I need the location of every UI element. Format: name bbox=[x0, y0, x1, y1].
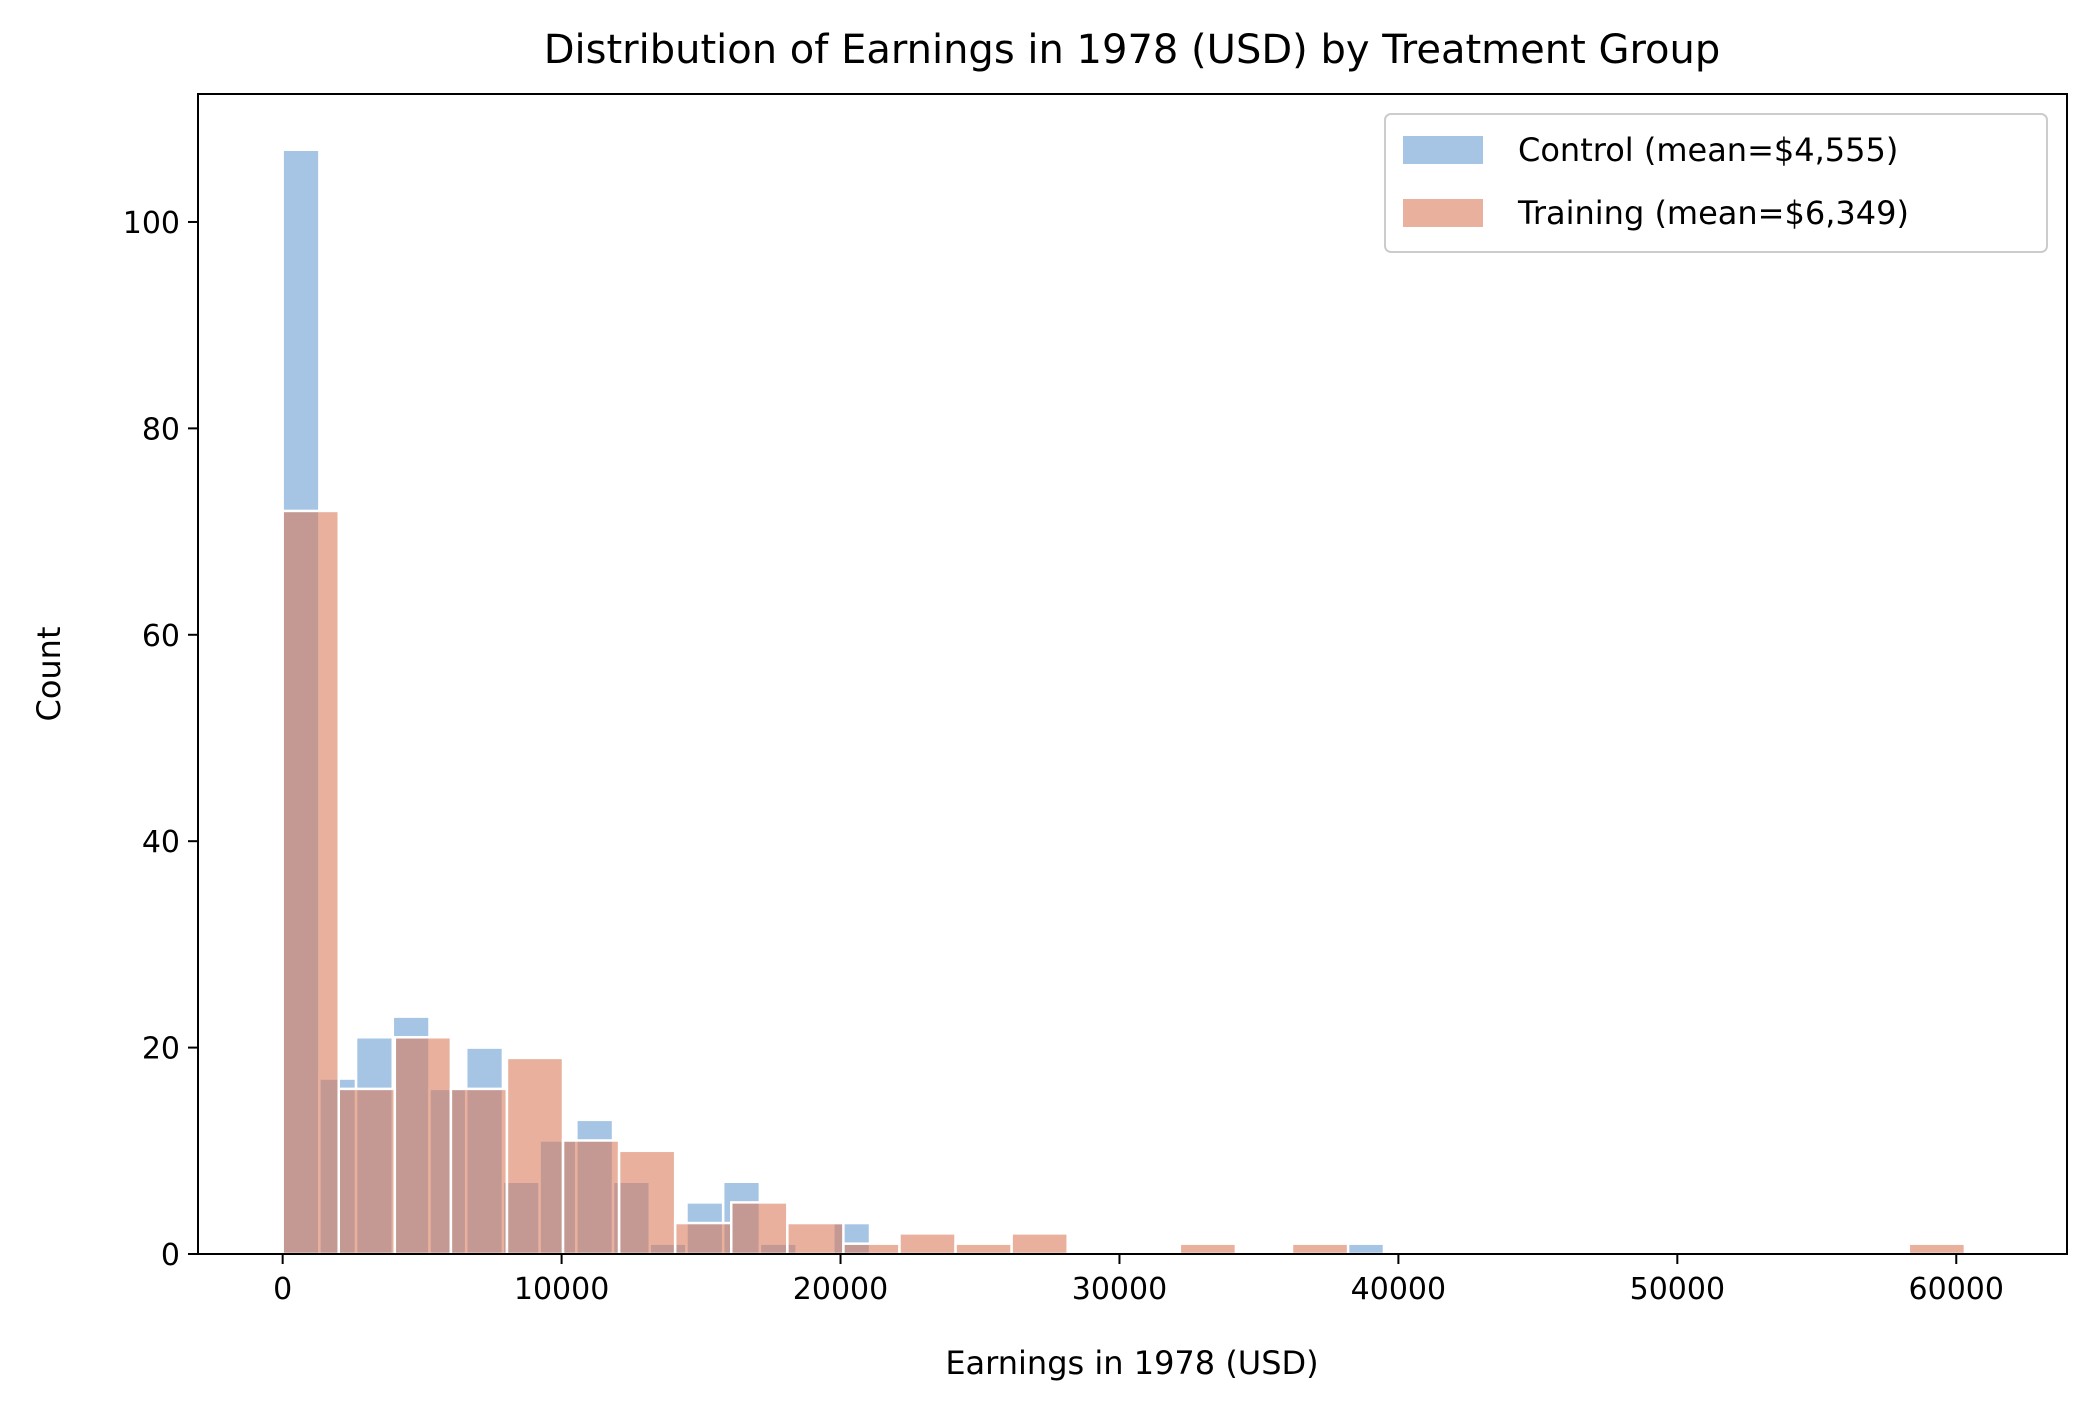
bar bbox=[337, 1087, 397, 1256]
plot-frame bbox=[197, 93, 2068, 1255]
bar bbox=[281, 509, 340, 1256]
y-axis-label: Count bbox=[30, 626, 68, 721]
x-tick-label: 40000 bbox=[1351, 1272, 1446, 1307]
legend-label-training: Training (mean=$6,349) bbox=[1517, 194, 1909, 232]
bar bbox=[1010, 1232, 1069, 1256]
y-tick-label: 40 bbox=[142, 825, 180, 860]
bar bbox=[1346, 1242, 1386, 1256]
x-tick-label: 30000 bbox=[1072, 1272, 1167, 1307]
y-tick-label: 100 bbox=[123, 206, 180, 241]
y-tick-label: 0 bbox=[161, 1238, 180, 1273]
series-1 bbox=[281, 509, 1967, 1256]
bar bbox=[1907, 1242, 1967, 1256]
bar bbox=[673, 1221, 733, 1256]
y-tick-label: 20 bbox=[142, 1032, 180, 1067]
x-axis: 0 10000 20000 30000 40000 50000 60000 bbox=[273, 1254, 2004, 1307]
legend: Control (mean=$4,555) Training (mean=$6,… bbox=[1384, 113, 2048, 253]
bar bbox=[449, 1087, 509, 1256]
bar bbox=[1178, 1242, 1238, 1256]
legend-label-control: Control (mean=$4,555) bbox=[1518, 131, 1898, 169]
x-tick-label: 0 bbox=[273, 1272, 292, 1307]
y-tick-label: 80 bbox=[142, 412, 180, 447]
bar bbox=[954, 1242, 1013, 1256]
bars-layer bbox=[281, 148, 1967, 1256]
x-tick-label: 60000 bbox=[1909, 1272, 2004, 1307]
x-tick-label: 50000 bbox=[1630, 1272, 1725, 1307]
x-tick-label: 20000 bbox=[793, 1272, 888, 1307]
legend-frame bbox=[1384, 113, 2048, 253]
bar bbox=[1290, 1242, 1350, 1256]
bar bbox=[842, 1242, 901, 1256]
bar bbox=[730, 1201, 789, 1256]
y-tick-label: 60 bbox=[142, 619, 180, 654]
x-axis-label: Earnings in 1978 (USD) bbox=[945, 1344, 1318, 1382]
bar bbox=[393, 1036, 453, 1256]
bar bbox=[617, 1149, 677, 1256]
chart-title: Distribution of Earnings in 1978 (USD) b… bbox=[544, 27, 1721, 73]
bar bbox=[898, 1232, 957, 1256]
y-axis: 0 20 40 60 80 100 bbox=[123, 206, 198, 1273]
bar bbox=[786, 1221, 845, 1256]
x-tick-label: 10000 bbox=[514, 1272, 609, 1307]
bar bbox=[505, 1056, 565, 1256]
legend-swatch-control bbox=[1403, 136, 1483, 164]
bar bbox=[561, 1139, 621, 1256]
legend-swatch-training bbox=[1403, 199, 1483, 227]
